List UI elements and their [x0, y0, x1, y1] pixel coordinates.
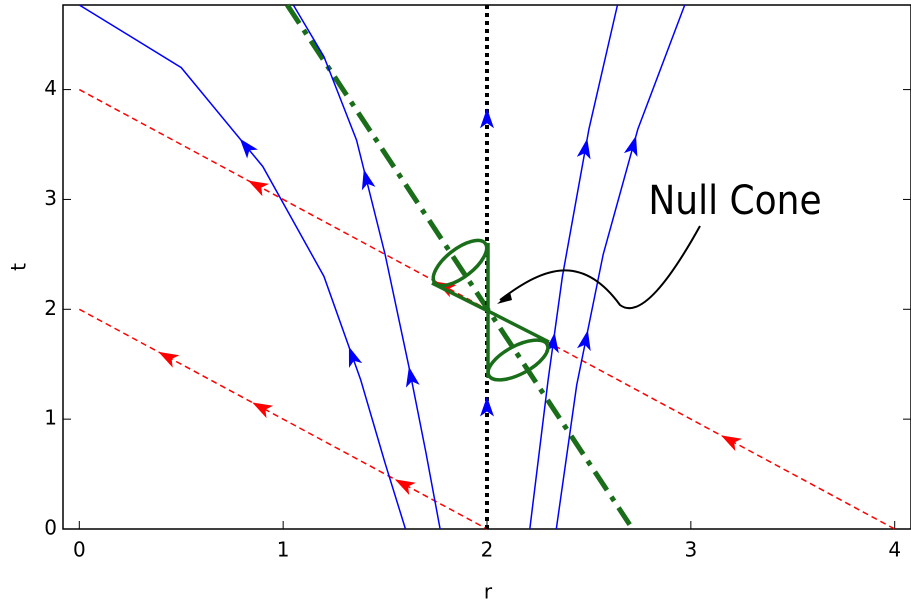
y-tick-label: 0	[44, 516, 57, 540]
x-tick-label: 2	[481, 538, 494, 562]
series-line	[555, 4, 686, 530]
direction-arrow	[721, 435, 742, 452]
x-tick-label: 4	[888, 538, 901, 562]
y-tick-label: 3	[44, 186, 57, 210]
direction-arrow	[394, 479, 416, 496]
series-line	[285, 3, 632, 526]
x-axis-label: r	[484, 580, 493, 604]
x-tick-label: 1	[277, 538, 290, 562]
annotation-arrow	[499, 225, 701, 310]
direction-arrow	[577, 330, 591, 352]
direction-arrow	[361, 169, 376, 191]
direction-arrow	[480, 108, 494, 129]
annotation: Null Cone	[648, 178, 821, 224]
direction-arrow	[239, 138, 258, 159]
direction-arrow	[480, 396, 495, 417]
direction-arrow	[158, 351, 180, 368]
y-axis-label: t	[7, 263, 31, 271]
direction-arrow	[623, 135, 638, 157]
x-tick-label: 0	[73, 538, 86, 562]
cone-lower-edge	[486, 308, 550, 378]
direction-arrow	[248, 180, 270, 197]
series-line	[292, 4, 441, 530]
y-tick-label: 4	[44, 76, 57, 100]
y-tick-label: 1	[44, 406, 57, 430]
direction-arrow	[252, 402, 274, 419]
annotation-arrowhead	[497, 292, 512, 304]
series-line	[529, 4, 619, 530]
y-tick-label: 2	[44, 296, 57, 320]
x-tick-label: 3	[684, 538, 697, 562]
series-line	[78, 308, 488, 530]
series-line	[78, 4, 407, 530]
direction-arrow	[405, 366, 420, 388]
direction-arrow	[348, 346, 363, 368]
direction-arrow	[576, 138, 591, 160]
null-cone	[431, 238, 550, 382]
